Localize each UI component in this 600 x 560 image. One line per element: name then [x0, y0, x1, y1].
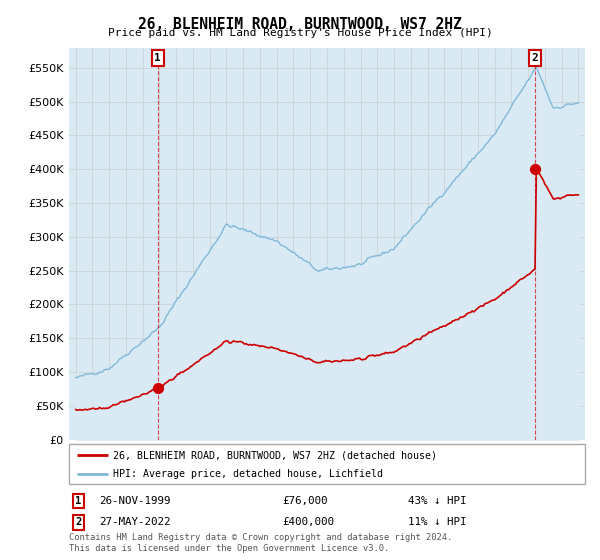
Text: 26, BLENHEIM ROAD, BURNTWOOD, WS7 2HZ (detached house): 26, BLENHEIM ROAD, BURNTWOOD, WS7 2HZ (d… [113, 450, 437, 460]
FancyBboxPatch shape [73, 515, 84, 530]
Text: 26-NOV-1999: 26-NOV-1999 [99, 496, 170, 506]
Text: 26, BLENHEIM ROAD, BURNTWOOD, WS7 2HZ: 26, BLENHEIM ROAD, BURNTWOOD, WS7 2HZ [138, 17, 462, 32]
Text: 1: 1 [75, 496, 82, 506]
Text: 43% ↓ HPI: 43% ↓ HPI [408, 496, 467, 506]
Point [530, 165, 540, 174]
Text: 27-MAY-2022: 27-MAY-2022 [99, 517, 170, 528]
Text: Price paid vs. HM Land Registry's House Price Index (HPI): Price paid vs. HM Land Registry's House … [107, 28, 493, 38]
Text: 1: 1 [154, 53, 161, 63]
Text: HPI: Average price, detached house, Lichfield: HPI: Average price, detached house, Lich… [113, 469, 383, 479]
Text: Contains HM Land Registry data © Crown copyright and database right 2024.
This d: Contains HM Land Registry data © Crown c… [69, 533, 452, 553]
FancyBboxPatch shape [73, 494, 84, 508]
FancyBboxPatch shape [69, 444, 585, 484]
Text: £400,000: £400,000 [282, 517, 334, 528]
Text: £76,000: £76,000 [282, 496, 328, 506]
Text: 11% ↓ HPI: 11% ↓ HPI [408, 517, 467, 528]
Point [153, 384, 163, 393]
Text: 2: 2 [532, 53, 538, 63]
Text: 2: 2 [75, 517, 82, 528]
